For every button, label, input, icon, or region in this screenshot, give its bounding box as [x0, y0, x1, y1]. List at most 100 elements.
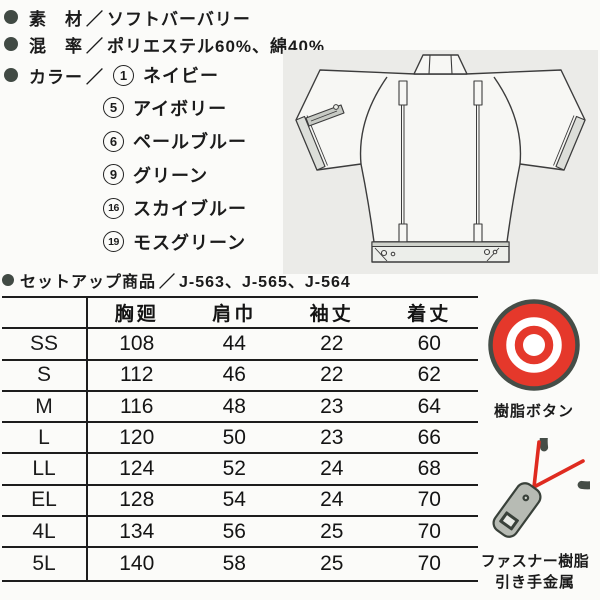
measurement-value: 108: [119, 331, 155, 355]
slash-separator: ／: [159, 274, 177, 291]
table-row: EL 128 54 24 70: [2, 485, 478, 518]
measurement-value: 48: [222, 394, 246, 418]
measurement-value: 46: [222, 363, 246, 387]
slash-separator: ／: [86, 36, 104, 56]
waistband-button: [483, 248, 491, 256]
color-item: 1 ネイビー: [113, 58, 219, 92]
column-header: 胸廻: [114, 304, 159, 326]
left-cuff-band: [295, 115, 326, 171]
color-item: 9 グリーン: [103, 158, 247, 192]
column-header: 肩巾: [212, 304, 257, 326]
measurement-value: 56: [222, 519, 246, 543]
material-label: 素 材: [29, 9, 83, 29]
fastener-label-line1: ファスナー樹脂: [480, 553, 590, 570]
measurement-value: 44: [222, 331, 246, 355]
setup-products-line: セットアップ商品 ／ J-563、J-565、J-564: [2, 268, 351, 292]
zipper-tape: [532, 440, 585, 489]
measurement-value: 25: [320, 519, 344, 543]
material-value: ソフトバーバリー: [107, 9, 251, 29]
table-row: 4L 134 56 25 70: [2, 517, 478, 549]
measurement-value: 24: [320, 457, 344, 481]
measurement-value: 70: [417, 519, 441, 543]
color-item: 5 アイボリー: [103, 91, 247, 125]
blend-value: ポリエステル60%、綿40%: [107, 36, 326, 56]
circled-number: 16: [103, 197, 124, 219]
right-cuff-band: [555, 115, 586, 171]
measurement-value: 64: [417, 394, 441, 418]
measurement-value: 22: [320, 331, 344, 355]
table-row: LL 124 52 24 68: [2, 454, 478, 486]
measurement-value: 24: [320, 488, 344, 512]
size-table: 胸廻 肩巾 袖丈 着丈 SS 108 44 22 60 S 112 46 22 62 M 116 48 23 64 L…: [2, 296, 478, 582]
resin-button-label: 樹脂ボタン: [493, 403, 574, 420]
bullet-icon: [4, 37, 18, 51]
color-item: 16 スカイブルー: [103, 192, 247, 226]
measurement-value: 140: [119, 552, 155, 576]
measurement-value: 23: [320, 425, 344, 449]
measurement-value: 134: [119, 519, 155, 543]
column-header: 袖丈: [309, 304, 354, 326]
waistband-button: [492, 249, 498, 255]
measurement-value: 116: [120, 394, 154, 418]
table-header-row: 胸廻 肩巾 袖丈 着丈: [2, 298, 478, 330]
circled-number: 5: [103, 97, 124, 119]
resin-button-icon: [487, 298, 581, 397]
waistband-button: [380, 249, 388, 257]
color-name: ネイビー: [143, 66, 219, 86]
measurement-value: 23: [320, 394, 344, 418]
color-line: カラー ／ 1 ネイビー: [4, 62, 219, 88]
table-row: L 120 50 23 66: [2, 423, 478, 455]
jacket-back-illustration: [283, 50, 598, 274]
waistband-button: [390, 251, 396, 257]
color-list: 5 アイボリー 6 ペールブルー 9 グリーン 16 スカイブルー 19 モスグリーン: [103, 91, 247, 259]
color-name: モスグリーン: [133, 232, 247, 253]
color-item-first: 1 ネイビー: [113, 58, 219, 92]
setup-value: J-563、J-565、J-564: [179, 274, 351, 291]
color-item: 19 モスグリーン: [103, 225, 247, 259]
table-row: SS 108 44 22 60: [2, 329, 478, 361]
circled-number: 6: [103, 130, 124, 152]
circled-number: 9: [103, 164, 124, 186]
size-label: SS: [2, 329, 88, 359]
size-label: EL: [2, 485, 88, 516]
measurement-value: 124: [119, 457, 155, 481]
fastener-zipper-icon: [486, 393, 600, 551]
size-label: LL: [2, 454, 88, 484]
size-label: S: [2, 360, 88, 390]
measurement-value: 60: [417, 331, 441, 355]
measurement-value: 66: [417, 425, 441, 449]
size-label: M: [2, 391, 88, 422]
measurement-value: 128: [119, 488, 155, 512]
color-name: スカイブルー: [133, 199, 247, 220]
zipper-pull: [492, 482, 542, 538]
slash-separator: ／: [86, 67, 104, 87]
table-row: S 112 46 22 62: [2, 360, 478, 392]
measurement-value: 52: [222, 457, 246, 481]
measurement-value: 120: [119, 425, 155, 449]
table-row: 5L 140 58 25 70: [2, 548, 478, 580]
measurement-value: 25: [320, 552, 344, 576]
color-name: ペールブルー: [133, 132, 247, 153]
measurement-value: 112: [120, 363, 154, 387]
color-item: 6 ペールブルー: [103, 125, 247, 159]
color-label: カラー: [29, 67, 83, 87]
material-line: 素 材 ／ ソフトバーバリー: [4, 4, 251, 30]
bullet-icon: [4, 68, 18, 82]
measurement-value: 54: [222, 488, 246, 512]
measurement-value: 58: [222, 552, 246, 576]
jacket-collar: [413, 54, 468, 75]
measurement-value: 62: [417, 363, 441, 387]
slash-separator: ／: [86, 9, 104, 29]
fastener-label-line2: 引き手金属: [494, 574, 575, 591]
size-label: 5L: [2, 548, 88, 580]
measurement-value: 70: [417, 552, 441, 576]
circled-number: 1: [113, 64, 134, 86]
size-label: 4L: [2, 517, 88, 547]
setup-label: セットアップ商品: [20, 274, 157, 291]
measurement-value: 50: [222, 425, 246, 449]
jacket-back-drawing: [283, 50, 598, 274]
measurement-value: 70: [417, 488, 441, 512]
blend-label: 混 率: [29, 36, 83, 56]
blend-line: 混 率 ／ ポリエステル60%、綿40%: [4, 31, 325, 57]
